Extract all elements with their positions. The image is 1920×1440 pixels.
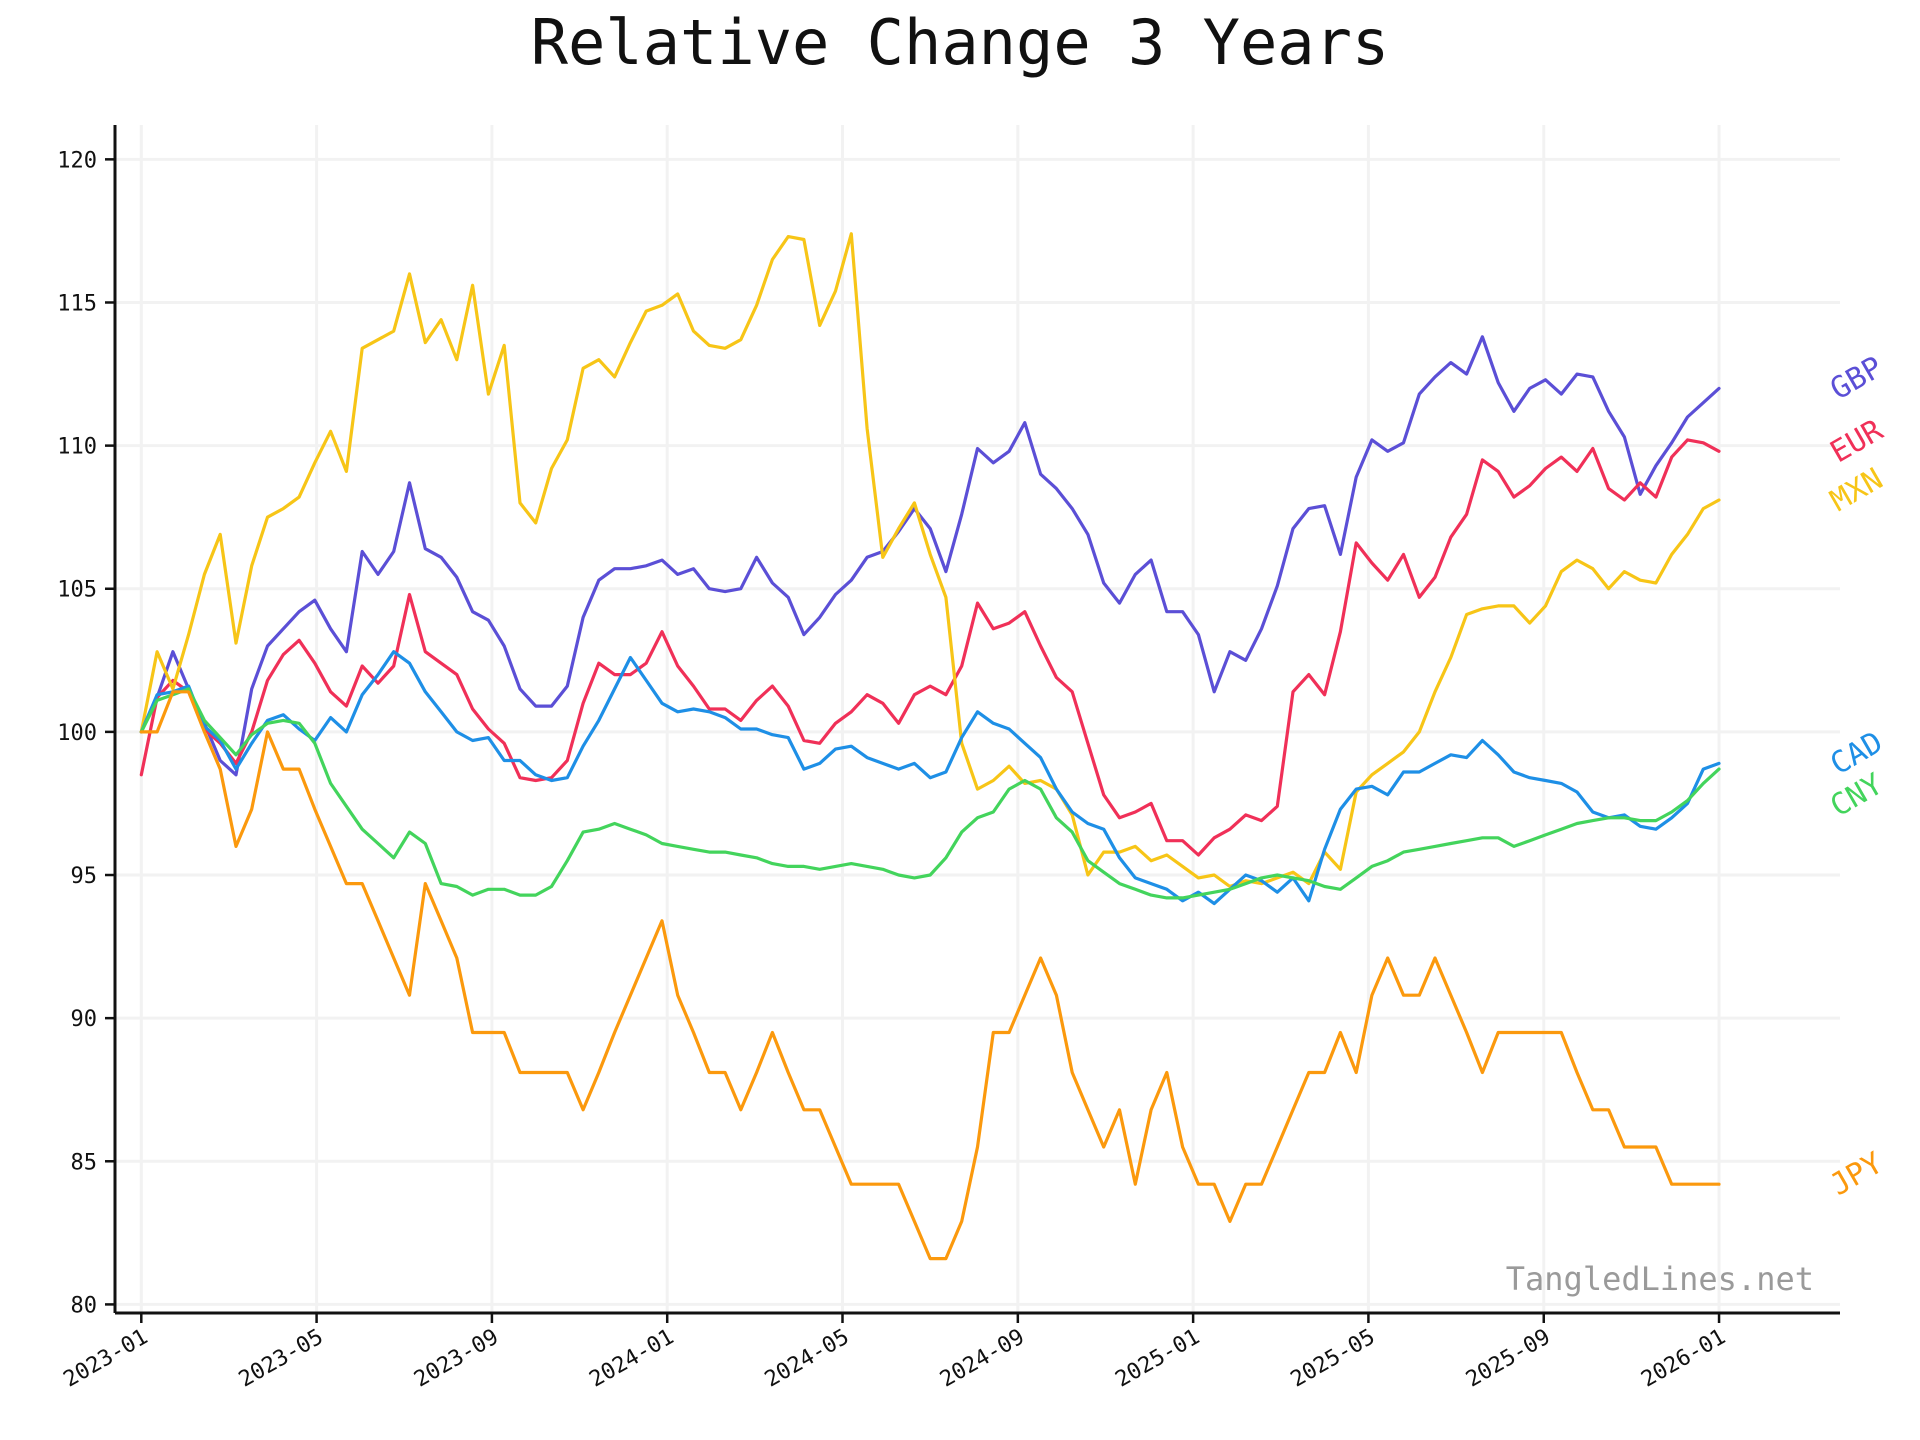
y-tick-label: 110 xyxy=(57,435,97,460)
series-line-cny xyxy=(139,687,1721,900)
x-tick-label: 2024-01 xyxy=(585,1325,678,1393)
x-tick-label: 2024-05 xyxy=(761,1325,854,1393)
x-tick-label: 2025-01 xyxy=(1111,1325,1204,1393)
x-tick-label: 2023-01 xyxy=(59,1325,152,1393)
y-tick-label: 80 xyxy=(71,1293,98,1318)
y-tick-label: 105 xyxy=(57,578,97,603)
y-tick-label: 115 xyxy=(57,291,97,316)
chart-title: Relative Change 3 Years xyxy=(531,6,1390,79)
series-line-eur xyxy=(139,438,1721,857)
series-line-jpy xyxy=(139,690,1721,1261)
x-tick-label: 2026-01 xyxy=(1637,1325,1730,1393)
x-tick-label: 2025-09 xyxy=(1462,1325,1555,1393)
series-label-cad: CAD xyxy=(1825,725,1889,782)
y-tick-label: 100 xyxy=(57,721,97,746)
series-label-gbp: GBP xyxy=(1825,350,1889,407)
y-tick-label: 95 xyxy=(71,864,98,889)
series-lines xyxy=(139,232,1721,1261)
y-tick-label: 120 xyxy=(57,148,97,173)
grid xyxy=(115,125,1840,1313)
x-tick-label: 2025-05 xyxy=(1287,1325,1380,1393)
y-tick-label: 85 xyxy=(71,1150,98,1175)
y-tick-label: 90 xyxy=(71,1007,98,1032)
x-tick-label: 2023-05 xyxy=(235,1325,328,1393)
series-line-mxn xyxy=(139,232,1721,889)
x-tick-label: 2023-09 xyxy=(410,1325,503,1393)
ticks: 80 85 90 95 100 105 110 115 120 2023-01 2023-05 202… xyxy=(57,148,1730,1392)
series-line-gbp xyxy=(139,335,1721,777)
series-label-eur: EUR xyxy=(1825,412,1890,470)
series-line-cad xyxy=(139,650,1721,906)
axes xyxy=(113,125,1840,1315)
series-label-mxn: MXN xyxy=(1825,462,1889,519)
series-label-jpy: JPY xyxy=(1825,1146,1889,1203)
watermark: TangledLines.net xyxy=(1506,1260,1814,1298)
x-tick-label: 2024-09 xyxy=(936,1325,1029,1393)
series-label-cny: CNY xyxy=(1825,767,1889,824)
